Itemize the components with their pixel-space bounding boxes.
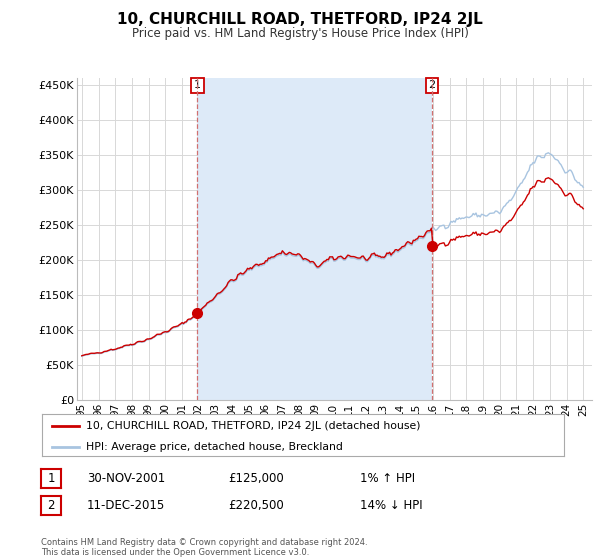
Text: Price paid vs. HM Land Registry's House Price Index (HPI): Price paid vs. HM Land Registry's House … [131, 27, 469, 40]
Text: 2: 2 [428, 81, 436, 90]
Text: £125,000: £125,000 [228, 472, 284, 486]
Text: 1: 1 [47, 472, 55, 486]
Text: Contains HM Land Registry data © Crown copyright and database right 2024.
This d: Contains HM Land Registry data © Crown c… [41, 538, 367, 557]
Text: 2: 2 [47, 498, 55, 512]
Text: 30-NOV-2001: 30-NOV-2001 [87, 472, 165, 486]
Text: HPI: Average price, detached house, Breckland: HPI: Average price, detached house, Brec… [86, 442, 343, 452]
Text: 10, CHURCHILL ROAD, THETFORD, IP24 2JL (detached house): 10, CHURCHILL ROAD, THETFORD, IP24 2JL (… [86, 421, 421, 431]
Text: 10, CHURCHILL ROAD, THETFORD, IP24 2JL: 10, CHURCHILL ROAD, THETFORD, IP24 2JL [117, 12, 483, 27]
Text: £220,500: £220,500 [228, 498, 284, 512]
Bar [197, 78, 432, 400]
Text: 14% ↓ HPI: 14% ↓ HPI [360, 498, 422, 512]
Text: 1% ↑ HPI: 1% ↑ HPI [360, 472, 415, 486]
Text: 11-DEC-2015: 11-DEC-2015 [87, 498, 165, 512]
Text: 1: 1 [194, 81, 201, 90]
